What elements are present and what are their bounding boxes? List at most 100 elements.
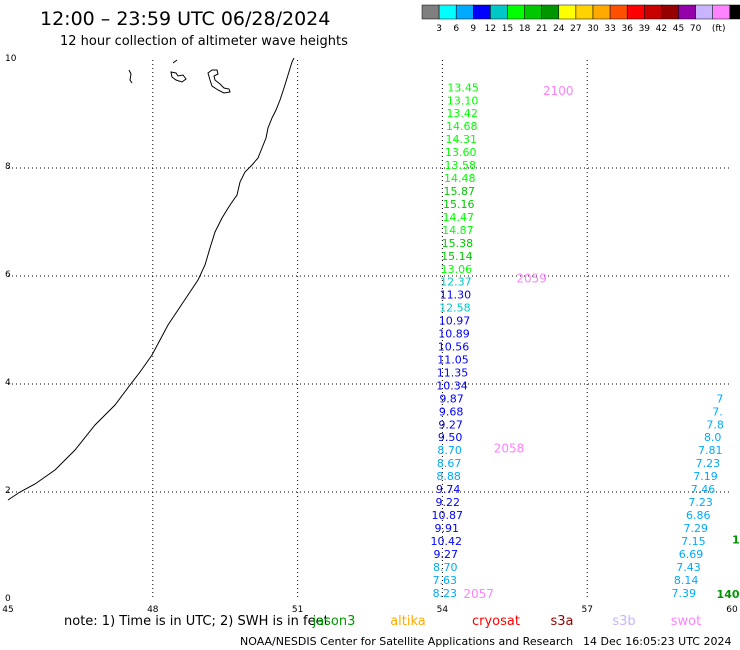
color-scale-label: 42: [656, 24, 667, 34]
wave-height-value: 10.34: [436, 379, 468, 392]
color-swatch: [644, 4, 662, 20]
grid-lines: [8, 60, 732, 600]
color-swatch: [712, 4, 731, 20]
wave-height-value: 13.42: [446, 107, 478, 120]
wave-height-value: 8.23: [433, 587, 458, 600]
color-swatch: [661, 4, 679, 20]
time-label: 2100: [543, 84, 574, 98]
color-scale-label: 36: [621, 24, 633, 34]
color-swatch: [678, 4, 696, 20]
mission-label-swot: swot: [671, 614, 701, 629]
color-scale-label: 24: [553, 24, 565, 34]
wave-height-value: 14.87: [442, 224, 474, 237]
wave-height-value: 7.: [712, 405, 723, 418]
color-scale-label: 33: [604, 24, 615, 34]
time-label: 2059: [516, 271, 547, 285]
x-tick-label: 51: [292, 605, 303, 615]
color-swatch: [455, 4, 474, 20]
color-swatch: [609, 4, 628, 20]
wave-height-value: 13.45: [447, 81, 479, 94]
y-tick-label: 10: [5, 54, 17, 64]
wave-height-value: 9.87: [439, 392, 464, 405]
wave-height-value: 11.35: [437, 366, 469, 379]
wave-height-value: 10.97: [439, 315, 471, 328]
mission-legend: jason3 altika cryosat s3a s3b swot: [312, 614, 702, 629]
island-features: [128, 59, 231, 94]
wave-height-value: 13.58: [445, 159, 477, 172]
wave-height-value: 8.70: [437, 444, 462, 457]
edge-value-label: 140: [717, 588, 740, 601]
color-swatch: [490, 4, 508, 20]
wave-height-value: 15.38: [442, 237, 474, 250]
y-tick-label: 6: [5, 270, 11, 280]
wave-height-value: 8.0: [704, 431, 722, 444]
wave-height-value: 6.86: [686, 509, 711, 522]
wave-height-value: 9.27: [434, 548, 459, 561]
wave-height-value: 11.30: [440, 289, 472, 302]
footer-timestamp: 14 Dec 16:05:23 UTC 2024: [583, 635, 731, 648]
mission-label-altika: altika: [390, 614, 426, 629]
color-swatch: [575, 4, 594, 20]
y-tick-label: 2: [5, 486, 11, 496]
wave-height-value: 10.56: [438, 341, 470, 354]
wave-height-value: 9.22: [435, 496, 460, 509]
color-swatch: [524, 4, 542, 20]
y-tick-label: 8: [5, 162, 11, 172]
mission-label-s3b: s3b: [612, 614, 635, 629]
color-swatch: [695, 4, 713, 20]
x-tick-label: 48: [147, 605, 159, 615]
color-scale-label: 21: [536, 24, 547, 34]
wave-height-value: 7.8: [706, 418, 724, 431]
wave-height-value: 7.19: [693, 470, 718, 483]
edge-value-label: 1: [732, 533, 740, 546]
wave-height-value: 10.87: [431, 509, 463, 522]
axis-tick-labels: 45 48 51 54 57 60 0 2 4 6 8 10: [2, 54, 738, 615]
wave-height-value: 7.23: [688, 496, 713, 509]
wave-height-value: 10.42: [431, 535, 463, 548]
wave-height-value: 9.50: [438, 431, 463, 444]
coastline: [7, 57, 295, 501]
color-scale-label: 18: [519, 24, 531, 34]
color-scale-label: 45: [673, 24, 684, 34]
color-swatch: [507, 4, 525, 20]
wave-height-value: 11.05: [437, 353, 469, 366]
wave-height-value: 9.68: [439, 405, 464, 418]
wave-height-value: 14.31: [445, 133, 477, 146]
y-tick-label: 4: [5, 378, 11, 388]
color-scale-label: 39: [639, 24, 651, 34]
wave-height-value: 8.14: [674, 574, 699, 587]
wave-height-value: 8.88: [436, 470, 461, 483]
wave-height-value: 13.60: [445, 146, 477, 159]
color-swatch: [592, 4, 611, 20]
y-tick-label: 0: [5, 594, 11, 604]
wave-height-value: 6.69: [679, 548, 704, 561]
mission-label-s3a: s3a: [550, 614, 573, 629]
color-scale-label: 3: [436, 24, 442, 34]
wave-height-value: 7.29: [684, 522, 709, 535]
wave-height-value: 12.37: [440, 276, 472, 289]
wave-height-value: 14.47: [443, 211, 475, 224]
color-scale-label: 12: [485, 24, 496, 34]
color-swatch: [473, 4, 491, 20]
wave-height-value: 8.67: [437, 457, 462, 470]
color-swatch: [729, 4, 740, 20]
wave-height-value: 7.46: [691, 483, 716, 496]
wave-height-value: 7.23: [696, 457, 721, 470]
time-label: 2057: [463, 587, 494, 601]
color-scale-unit: (ft): [712, 24, 726, 34]
footer-credit: NOAA/NESDIS Center for Satellite Applica…: [240, 635, 573, 648]
wave-height-value: 9.27: [438, 418, 463, 431]
chart-title: 12:00 – 23:59 UTC 06/28/2024: [40, 8, 330, 30]
color-scale-label: 70: [690, 24, 702, 34]
color-scale-label: 30: [587, 24, 599, 34]
color-scale-label: 9: [470, 24, 476, 34]
wave-height-value: 7.81: [698, 444, 723, 457]
chart-subtitle: 12 hour collection of altimeter wave hei…: [60, 34, 348, 49]
wave-height-value: 7.43: [676, 561, 701, 574]
wave-height-value: 14.68: [446, 120, 478, 133]
wave-height-value: 15.14: [441, 250, 473, 263]
color-swatch: [558, 4, 577, 20]
wave-height-value: 15.16: [443, 198, 475, 211]
wave-height-value: 10.89: [438, 328, 470, 341]
